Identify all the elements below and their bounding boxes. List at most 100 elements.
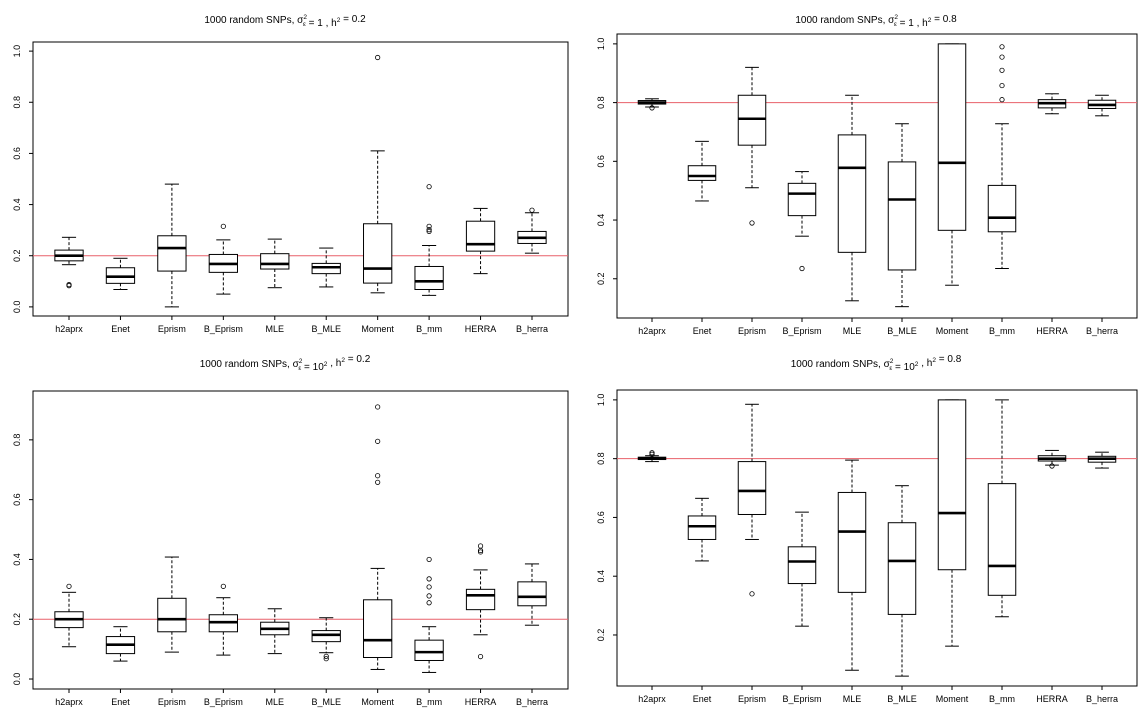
outlier-point bbox=[426, 228, 432, 235]
box-h2aprx bbox=[54, 583, 84, 648]
x-tick-label: B_herra bbox=[1086, 326, 1118, 336]
outlier-point bbox=[220, 223, 226, 229]
title-part-sigma-sup: 2 bbox=[890, 358, 894, 365]
title-part-prefix: 1000 random SNPs, bbox=[791, 359, 884, 370]
y-tick-label: 0.6 bbox=[596, 155, 606, 168]
title-part-sigma-value: 10 bbox=[313, 362, 325, 373]
title-part-h-sup: 2 bbox=[337, 17, 341, 24]
outlier-point bbox=[375, 479, 381, 485]
x-tick-label: MLE bbox=[843, 694, 862, 704]
box-iqr bbox=[311, 630, 341, 643]
outlier-point bbox=[220, 583, 226, 589]
x-tick-label: h2aprx bbox=[638, 326, 666, 336]
chart-title: 1000 random SNPs, σ2 ε = 102 , h2 = 0.2 bbox=[200, 354, 371, 373]
box-b-mm bbox=[414, 556, 444, 673]
outlier-point bbox=[66, 282, 72, 288]
x-tick-label: B_Eprism bbox=[782, 326, 821, 336]
box-iqr bbox=[260, 253, 290, 270]
box-iqr bbox=[937, 399, 967, 571]
x-tick-label: Eprism bbox=[738, 326, 766, 336]
title-part-sigma-sub: ε bbox=[303, 21, 306, 28]
box-b-herra bbox=[517, 563, 547, 626]
x-tick-label: B_MLE bbox=[887, 326, 917, 336]
box-iqr bbox=[787, 546, 817, 585]
x-tick-label: Moment bbox=[936, 326, 969, 336]
x-tick-label: h2aprx bbox=[55, 697, 83, 707]
outlier-point bbox=[66, 583, 72, 589]
outlier-point bbox=[375, 54, 381, 61]
title-part-sigma-value: 1 bbox=[317, 18, 323, 29]
title-part-sigma-value-sup: 2 bbox=[915, 361, 919, 368]
x-tick-label: Enet bbox=[111, 697, 130, 707]
y-tick-label: 0.2 bbox=[596, 629, 606, 642]
y-tick-label: 0.8 bbox=[12, 434, 22, 447]
x-tick-label: B_herra bbox=[516, 697, 548, 707]
box-iqr bbox=[837, 134, 867, 253]
outlier-point bbox=[749, 220, 755, 226]
box-eprism bbox=[157, 556, 187, 653]
x-tick-label: B_mm bbox=[989, 326, 1015, 336]
outlier-point bbox=[323, 653, 329, 659]
title-part-h-sup: 2 bbox=[341, 357, 345, 364]
box-iqr bbox=[465, 220, 496, 252]
title-part-sep: , bbox=[918, 358, 926, 369]
box-iqr bbox=[363, 599, 393, 658]
outlier-point bbox=[749, 591, 755, 597]
title-part-h: h bbox=[331, 18, 337, 29]
x-tick-label: HERRA bbox=[1036, 694, 1068, 704]
outlier-point bbox=[799, 265, 805, 272]
box-b-eprism bbox=[208, 583, 238, 656]
box-iqr bbox=[987, 483, 1017, 596]
title-part-sigma-sub: ε bbox=[894, 21, 897, 28]
x-tick-label: MLE bbox=[843, 326, 862, 336]
box-mle bbox=[260, 238, 290, 289]
title-part-mid2: = bbox=[345, 354, 356, 365]
outlier-point bbox=[529, 207, 535, 213]
box-iqr bbox=[937, 43, 967, 231]
box-iqr bbox=[465, 588, 496, 611]
outlier-point bbox=[477, 549, 484, 555]
box-iqr bbox=[363, 223, 393, 284]
box-enet bbox=[105, 626, 136, 662]
y-tick-label: 0.4 bbox=[12, 198, 22, 211]
box-h2aprx bbox=[637, 98, 667, 111]
outlier-point bbox=[999, 82, 1005, 89]
title-part-sigma-value: 10 bbox=[904, 362, 916, 373]
box-iqr bbox=[687, 515, 717, 540]
title-part-h-sup: 2 bbox=[928, 17, 932, 24]
box-enet bbox=[105, 257, 136, 290]
y-tick-label: 0.0 bbox=[12, 673, 22, 686]
outlier-point bbox=[999, 54, 1005, 60]
x-tick-label: B_MLE bbox=[311, 697, 341, 707]
y-tick-label: 0.2 bbox=[12, 613, 22, 626]
box-iqr bbox=[157, 235, 187, 272]
title-part-prefix: 1000 random SNPs, bbox=[200, 359, 293, 370]
x-tick-label: B_herra bbox=[516, 324, 548, 334]
box-herra bbox=[1037, 449, 1067, 469]
chart-panel-3: 1000 random SNPs, σ2 ε = 102 , h2 = 0.20.… bbox=[12, 354, 569, 707]
title-part-h-value: 0.8 bbox=[943, 14, 957, 25]
outlier-point bbox=[375, 438, 381, 444]
box-enet bbox=[687, 140, 717, 202]
box-b-eprism bbox=[787, 511, 817, 627]
outlier-point bbox=[477, 653, 484, 660]
plot-frame bbox=[32, 390, 569, 690]
x-tick-label: B_mm bbox=[416, 697, 442, 707]
title-part-mid2: = bbox=[931, 14, 942, 25]
outlier-point bbox=[375, 404, 381, 410]
box-iqr bbox=[414, 639, 444, 661]
y-tick-label: 1.0 bbox=[596, 394, 606, 407]
box-iqr bbox=[787, 182, 817, 217]
y-tick-label: 0.4 bbox=[596, 570, 606, 583]
x-tick-label: Eprism bbox=[738, 694, 766, 704]
box-mle bbox=[837, 94, 867, 302]
box-mle bbox=[837, 459, 867, 671]
box-b-mm bbox=[987, 399, 1017, 618]
box-b-eprism bbox=[787, 171, 817, 272]
outlier-point bbox=[649, 451, 655, 457]
outlier-point bbox=[999, 97, 1005, 103]
box-moment bbox=[363, 54, 393, 294]
chart-title: 1000 random SNPs, σ2 ε = 102 , h2 = 0.8 bbox=[791, 354, 962, 373]
title-part-h: h bbox=[336, 358, 342, 369]
box-b-eprism bbox=[208, 223, 238, 295]
